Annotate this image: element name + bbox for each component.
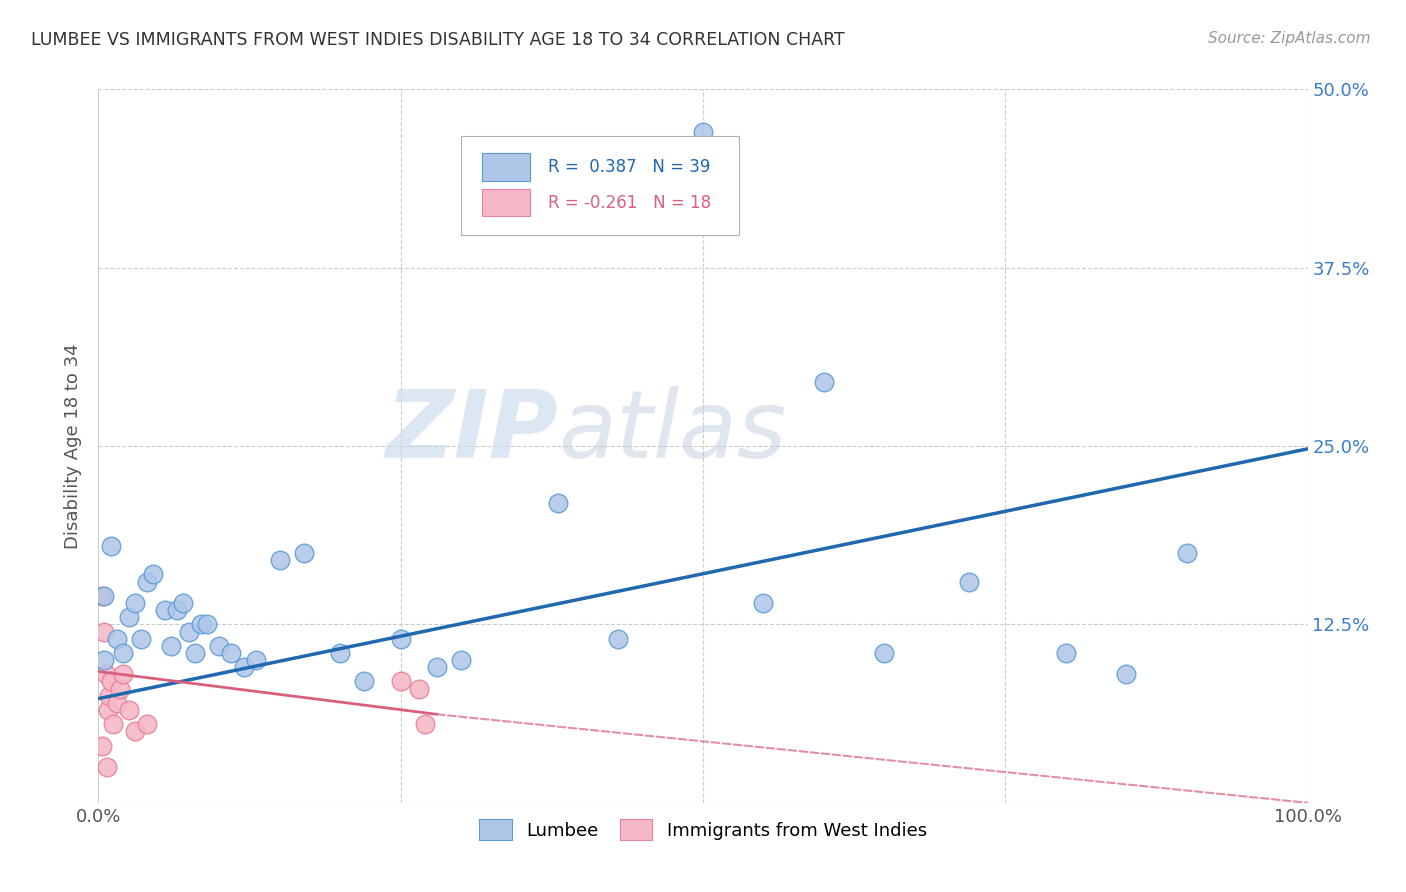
Point bbox=[111, 667, 134, 681]
Point bbox=[91, 739, 114, 753]
Point bbox=[269, 553, 291, 567]
Point bbox=[692, 125, 714, 139]
Point bbox=[135, 574, 157, 589]
Point bbox=[426, 660, 449, 674]
Point bbox=[124, 596, 146, 610]
Point bbox=[873, 646, 896, 660]
Point bbox=[1115, 667, 1137, 681]
Text: R = -0.261   N = 18: R = -0.261 N = 18 bbox=[548, 194, 711, 211]
Point bbox=[195, 617, 218, 632]
Point bbox=[118, 610, 141, 624]
Point bbox=[752, 596, 775, 610]
Point bbox=[93, 589, 115, 603]
Point bbox=[607, 632, 630, 646]
Point bbox=[135, 717, 157, 731]
Point bbox=[98, 689, 121, 703]
Point bbox=[547, 496, 569, 510]
Point bbox=[413, 717, 436, 731]
Point bbox=[129, 632, 152, 646]
Point bbox=[1175, 546, 1198, 560]
Point bbox=[100, 674, 122, 689]
Point bbox=[91, 589, 114, 603]
Point bbox=[353, 674, 375, 689]
Point bbox=[105, 632, 128, 646]
Bar bbox=[482, 189, 530, 216]
Text: Source: ZipAtlas.com: Source: ZipAtlas.com bbox=[1208, 31, 1371, 46]
FancyBboxPatch shape bbox=[461, 136, 740, 235]
Point bbox=[153, 603, 176, 617]
Y-axis label: Disability Age 18 to 34: Disability Age 18 to 34 bbox=[65, 343, 83, 549]
Point bbox=[172, 596, 194, 610]
Text: R =  0.387   N = 39: R = 0.387 N = 39 bbox=[548, 158, 710, 176]
Bar bbox=[482, 153, 530, 180]
Point bbox=[160, 639, 183, 653]
Point bbox=[118, 703, 141, 717]
Point bbox=[124, 724, 146, 739]
Point bbox=[93, 624, 115, 639]
Point bbox=[105, 696, 128, 710]
Point bbox=[166, 603, 188, 617]
Point bbox=[179, 624, 201, 639]
Point bbox=[93, 653, 115, 667]
Point bbox=[245, 653, 267, 667]
Point bbox=[1054, 646, 1077, 660]
Point bbox=[184, 646, 207, 660]
Text: atlas: atlas bbox=[558, 386, 786, 477]
Point bbox=[450, 653, 472, 667]
Point bbox=[97, 703, 120, 717]
Point bbox=[408, 681, 430, 696]
Point bbox=[100, 539, 122, 553]
Point bbox=[389, 674, 412, 689]
Point bbox=[96, 760, 118, 774]
Point bbox=[813, 375, 835, 389]
Point bbox=[329, 646, 352, 660]
Text: LUMBEE VS IMMIGRANTS FROM WEST INDIES DISABILITY AGE 18 TO 34 CORRELATION CHART: LUMBEE VS IMMIGRANTS FROM WEST INDIES DI… bbox=[31, 31, 845, 49]
Text: ZIP: ZIP bbox=[385, 385, 558, 478]
Legend: Lumbee, Immigrants from West Indies: Lumbee, Immigrants from West Indies bbox=[472, 812, 934, 847]
Point bbox=[142, 567, 165, 582]
Point bbox=[208, 639, 231, 653]
Point bbox=[232, 660, 254, 674]
Point bbox=[111, 646, 134, 660]
Point bbox=[108, 681, 131, 696]
Point bbox=[389, 632, 412, 646]
Point bbox=[292, 546, 315, 560]
Point bbox=[957, 574, 980, 589]
Point bbox=[94, 667, 117, 681]
Point bbox=[190, 617, 212, 632]
Point bbox=[221, 646, 243, 660]
Point bbox=[101, 717, 124, 731]
